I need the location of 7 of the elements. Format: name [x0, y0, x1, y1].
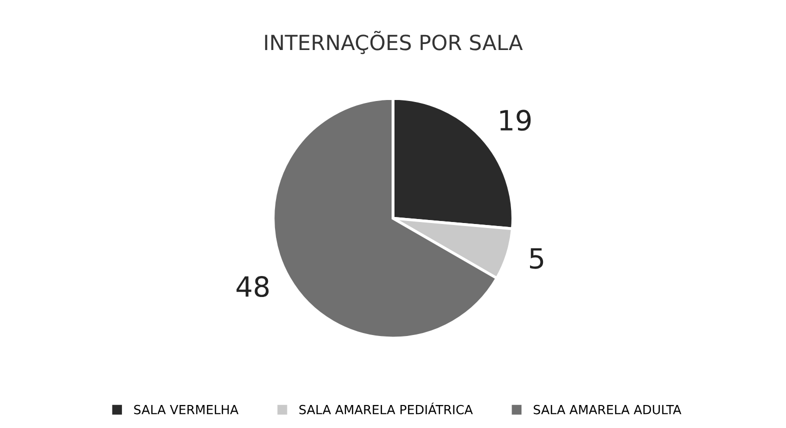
legend-label: SALA AMARELA ADULTA	[534, 404, 682, 414]
data-label: 19	[500, 110, 531, 131]
chart-title: INTERNAÇÕES POR SALA	[265, 30, 523, 54]
data-label: 48	[236, 276, 269, 298]
legend-label: SALA AMARELA PEDIÁTRICA	[299, 402, 473, 414]
data-label: 5	[530, 248, 544, 269]
legend-label: SALA VERMELHA	[134, 404, 238, 414]
